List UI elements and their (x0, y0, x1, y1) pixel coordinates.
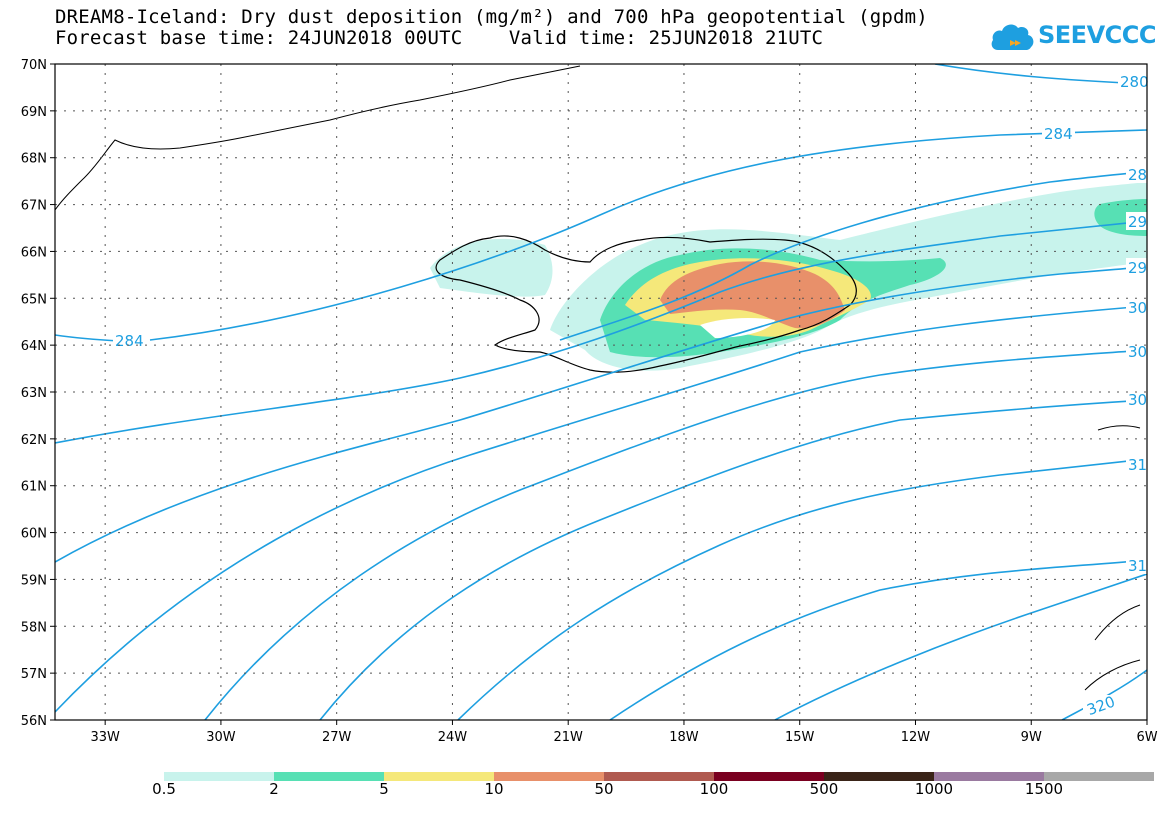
longitude-label: 33W (90, 730, 120, 745)
contour-label: 29 (1128, 213, 1147, 231)
legend-label: 500 (809, 780, 839, 798)
latitude-label: 61N (21, 480, 47, 495)
longitude-label: 6W (1136, 730, 1157, 745)
legend-label: 0.5 (152, 780, 176, 798)
contour-296 (55, 266, 1147, 563)
graticule (55, 64, 1147, 720)
dust-deposition-field (430, 182, 1147, 371)
contour-292 (55, 220, 1147, 444)
legend-swatch (164, 772, 274, 781)
contour-304 (204, 349, 1147, 720)
latitude-label: 66N (21, 245, 47, 260)
latitude-label: 63N (21, 386, 47, 401)
latitude-label: 60N (21, 527, 47, 542)
latitude-label: 56N (21, 714, 47, 729)
latitude-labels: 70N 69N 68N 67N 66N 65N 64N 63N 62N 61N 60N 59N 58N 5… (21, 58, 55, 729)
legend-swatch (384, 772, 494, 781)
contour-label: 31 (1128, 456, 1147, 474)
longitude-labels: 33W 30W 27W 24W 21W 18W 15W 12W 9W 6W (90, 720, 1158, 745)
contour-280 (934, 64, 1147, 85)
latitude-label: 67N (21, 199, 47, 214)
longitude-label: 15W (785, 730, 815, 745)
contour-312 (457, 458, 1147, 720)
coastline (55, 65, 1141, 691)
contour-308 (319, 399, 1147, 720)
latitude-label: 59N (21, 573, 47, 588)
contour-label: 280 (1120, 73, 1149, 91)
contour-label: 29 (1128, 259, 1147, 277)
legend-swatch (274, 772, 384, 781)
contour-300 (55, 305, 1147, 713)
chart-subtitle: Forecast base time: 24JUN2018 00UTC Vali… (55, 27, 824, 49)
legend-swatch (494, 772, 604, 781)
dust-band-10 (660, 261, 845, 329)
longitude-label: 9W (1021, 730, 1042, 745)
chart-title: DREAM8-Iceland: Dry dust deposition (mg/… (55, 6, 928, 28)
dust-clear-area (700, 317, 775, 338)
contour-288 (559, 171, 1147, 341)
legend-swatch (824, 772, 934, 781)
legend-swatch (1044, 772, 1154, 781)
scotland-coast (1084, 604, 1141, 691)
legend-label: 50 (594, 780, 614, 798)
contour-labels: 280 284 28 29 284 29 30 30 30 31 31 320 (113, 72, 1149, 719)
seevccc-logo: SEEVCCC (990, 16, 1157, 58)
contour-label: 284 (1044, 125, 1073, 143)
contour-label: 31 (1128, 557, 1147, 575)
latitude-label: 57N (21, 667, 47, 682)
dust-band-0.5-west (430, 238, 553, 297)
longitude-label: 12W (901, 730, 931, 745)
latitude-label: 64N (21, 339, 47, 354)
latitude-label: 68N (21, 152, 47, 167)
legend-label: 1500 (1024, 780, 1064, 798)
latitude-label: 58N (21, 620, 47, 635)
latitude-label: 62N (21, 433, 47, 448)
contour-label: 30 (1128, 299, 1147, 317)
contour-label: 30 (1128, 391, 1147, 409)
legend-label: 100 (699, 780, 729, 798)
greenland-coast (55, 65, 581, 211)
longitude-label: 27W (322, 730, 352, 745)
contour-label: 28 (1128, 166, 1147, 184)
legend-swatch (714, 772, 824, 781)
faroe-coast (1097, 425, 1141, 431)
latitude-label: 65N (21, 292, 47, 307)
geopotential-contours (55, 64, 1147, 720)
longitude-label: 30W (206, 730, 236, 745)
contour-318 (774, 573, 1147, 720)
iceland-coast (435, 235, 857, 373)
cloud-icon (991, 24, 1034, 50)
latitude-label: 69N (21, 105, 47, 120)
contour-label: 284 (115, 332, 144, 350)
contour-label: 30 (1128, 343, 1147, 361)
legend-label: 5 (379, 780, 389, 798)
longitude-label: 21W (553, 730, 583, 745)
legend-swatch (934, 772, 1044, 781)
logo-text: SEEVCCC (1038, 21, 1157, 49)
contour-316 (609, 559, 1147, 720)
legend-label: 2 (269, 780, 279, 798)
legend-swatch (604, 772, 714, 781)
latitude-label: 70N (21, 58, 47, 73)
contour-284-west (55, 334, 121, 342)
longitude-label: 18W (669, 730, 699, 745)
legend-label: 1000 (914, 780, 954, 798)
longitude-label: 24W (438, 730, 468, 745)
legend-label: 10 (484, 780, 504, 798)
